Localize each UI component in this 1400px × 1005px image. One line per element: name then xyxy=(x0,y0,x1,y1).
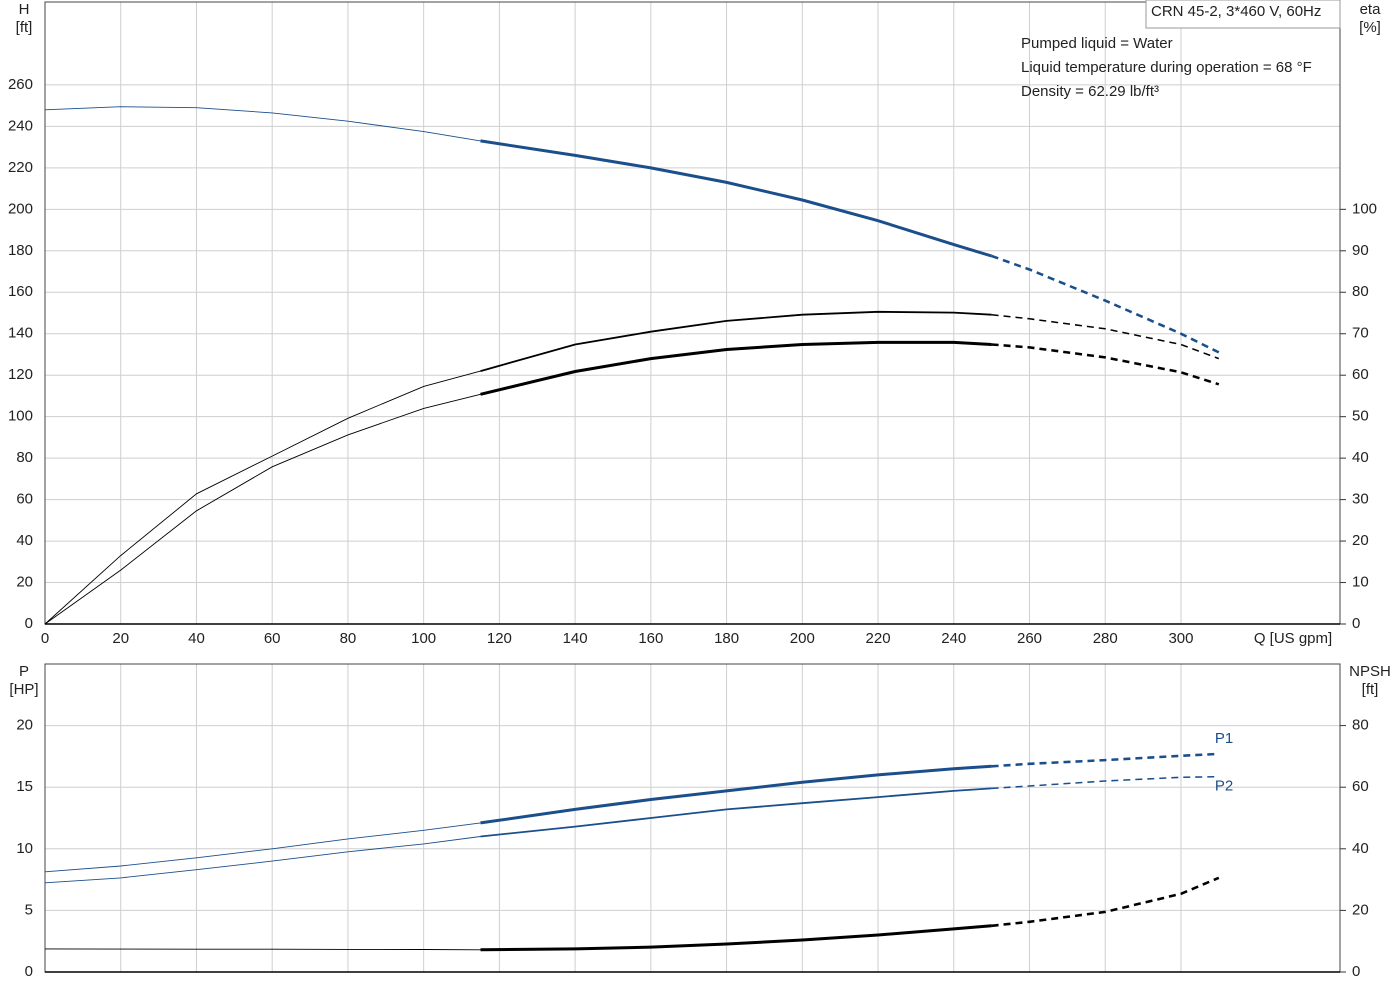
y2-tick-label: 80 xyxy=(1352,717,1369,734)
curve xyxy=(44,836,481,884)
y-unit: [ft] xyxy=(16,19,33,36)
y2-tick-label: 0 xyxy=(1352,615,1360,632)
plot-frame xyxy=(44,663,1341,973)
curve xyxy=(991,876,1220,928)
curve xyxy=(480,764,992,825)
y-tick-label: 0 xyxy=(25,963,33,980)
y-tick-label: 80 xyxy=(16,449,33,466)
y2-tick-label: 90 xyxy=(1352,242,1369,259)
y2-tick-label: 0 xyxy=(1352,963,1360,980)
curve xyxy=(44,822,481,873)
series-label: P2 xyxy=(1215,778,1233,795)
y2-tick-label: 60 xyxy=(1352,778,1369,795)
x-tick-label: 80 xyxy=(340,630,357,647)
x-tick-label: 0 xyxy=(41,630,49,647)
x-tick-label: 100 xyxy=(411,630,436,647)
x-tick-label: 200 xyxy=(790,630,815,647)
y2-unit: [%] xyxy=(1359,19,1381,36)
x-tick-label: 240 xyxy=(941,630,966,647)
x-tick-label: 160 xyxy=(638,630,663,647)
x-tick-label: 300 xyxy=(1168,630,1193,647)
curve xyxy=(44,370,481,625)
y-tick-label: 10 xyxy=(16,840,33,857)
y-tick-label: 15 xyxy=(16,778,33,795)
curve xyxy=(44,106,481,142)
curve xyxy=(480,924,992,952)
curve xyxy=(480,139,993,258)
y2-tick-label: 100 xyxy=(1352,200,1377,217)
curve xyxy=(991,343,1220,386)
curve xyxy=(991,313,1220,360)
annotation: Liquid temperature during operation = 68… xyxy=(1021,59,1312,76)
series-label: P1 xyxy=(1215,730,1233,747)
y2-tick-label: 40 xyxy=(1352,840,1369,857)
y-tick-label: 140 xyxy=(8,325,33,342)
x-tick-label: 180 xyxy=(714,630,739,647)
curve xyxy=(480,340,992,396)
y-label: P xyxy=(19,663,29,680)
y-tick-label: 5 xyxy=(25,901,33,918)
y2-tick-label: 20 xyxy=(1352,532,1369,549)
curve xyxy=(991,775,1219,790)
annotation: Pumped liquid = Water xyxy=(1021,35,1173,52)
y-tick-label: 200 xyxy=(8,200,33,217)
y2-tick-label: 40 xyxy=(1352,449,1369,466)
y-tick-label: 240 xyxy=(8,117,33,134)
y-tick-label: 260 xyxy=(8,76,33,93)
x-tick-label: 40 xyxy=(188,630,205,647)
annotation: Density = 62.29 lb/ft³ xyxy=(1021,83,1159,100)
curve xyxy=(44,948,481,951)
y2-tick-label: 70 xyxy=(1352,325,1369,342)
y-tick-label: 40 xyxy=(16,532,33,549)
curve xyxy=(480,787,992,838)
y-tick-label: 220 xyxy=(8,159,33,176)
y2-tick-label: 10 xyxy=(1352,574,1369,591)
y-label: H xyxy=(19,1,30,18)
x-tick-label: 260 xyxy=(1017,630,1042,647)
x-tick-label: 280 xyxy=(1093,630,1118,647)
x-tick-label: 60 xyxy=(264,630,281,647)
curve xyxy=(480,310,992,372)
curve xyxy=(44,393,481,625)
y2-tick-label: 60 xyxy=(1352,366,1369,383)
curve xyxy=(991,254,1220,354)
y-tick-label: 0 xyxy=(25,615,33,632)
y-tick-label: 180 xyxy=(8,242,33,259)
curve xyxy=(991,752,1219,768)
y2-tick-label: 50 xyxy=(1352,408,1369,425)
y-tick-label: 160 xyxy=(8,283,33,300)
y2-label: eta xyxy=(1360,1,1382,18)
x-label: Q [US gpm] xyxy=(1254,630,1332,647)
y2-unit: [ft] xyxy=(1362,681,1379,698)
title-box xyxy=(1145,0,1341,29)
x-tick-label: 220 xyxy=(866,630,891,647)
x-tick-label: 20 xyxy=(112,630,129,647)
x-tick-label: 140 xyxy=(563,630,588,647)
y-tick-label: 20 xyxy=(16,717,33,734)
y2-tick-label: 30 xyxy=(1352,491,1369,508)
y-unit: [HP] xyxy=(9,681,38,698)
x-tick-label: 120 xyxy=(487,630,512,647)
y-tick-label: 60 xyxy=(16,491,33,508)
y-tick-label: 100 xyxy=(8,408,33,425)
y2-tick-label: 80 xyxy=(1352,283,1369,300)
chart-title: CRN 45-2, 3*460 V, 60Hz xyxy=(1151,3,1321,20)
y-tick-label: 120 xyxy=(8,366,33,383)
y2-tick-label: 20 xyxy=(1352,901,1369,918)
y2-label: NPSH xyxy=(1349,663,1391,680)
y-tick-label: 20 xyxy=(16,574,33,591)
